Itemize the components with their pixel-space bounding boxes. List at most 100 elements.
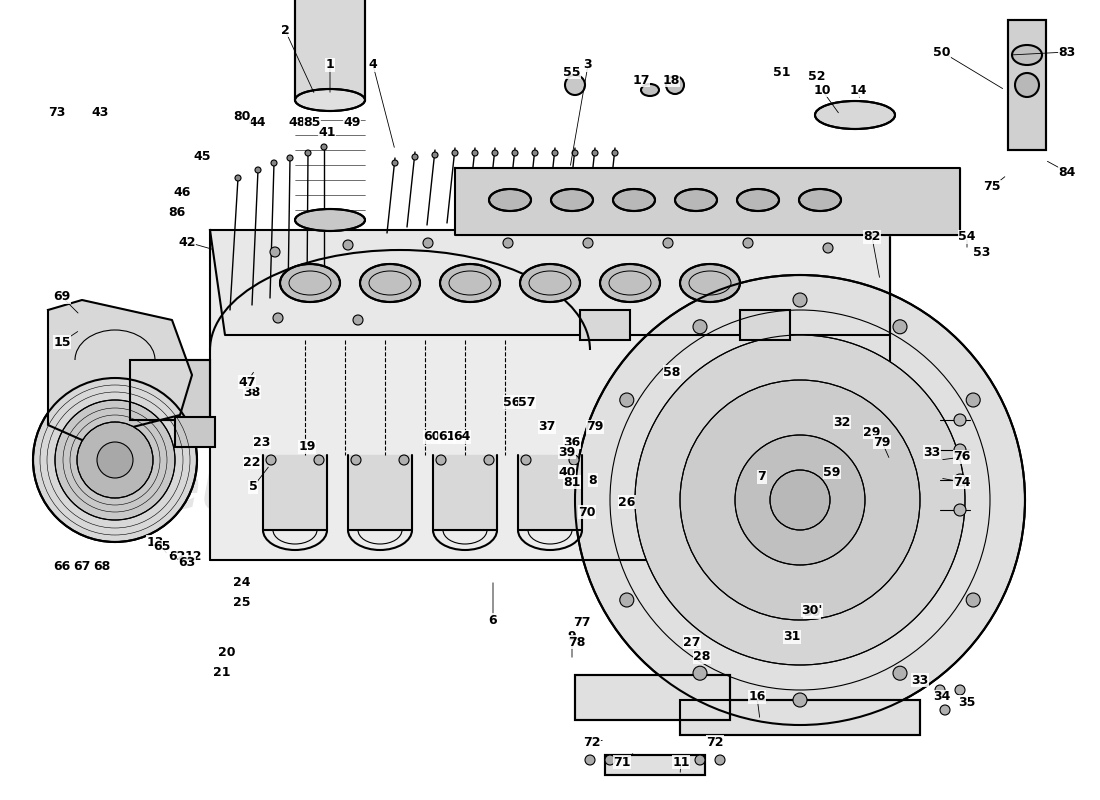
Ellipse shape (737, 189, 779, 211)
Text: eurospares: eurospares (152, 455, 608, 525)
Circle shape (592, 150, 598, 156)
Polygon shape (210, 230, 890, 560)
Bar (680, 700, 920, 735)
Ellipse shape (280, 264, 340, 302)
Circle shape (770, 470, 830, 530)
Text: 82: 82 (864, 230, 881, 243)
Circle shape (954, 444, 966, 456)
Circle shape (343, 240, 353, 250)
Ellipse shape (600, 264, 660, 302)
Circle shape (612, 150, 618, 156)
Text: 6: 6 (488, 614, 497, 626)
Circle shape (893, 666, 907, 680)
Circle shape (966, 593, 980, 607)
Text: 79: 79 (873, 435, 891, 449)
Text: 73: 73 (48, 106, 66, 118)
Text: 29: 29 (864, 426, 881, 438)
Text: 58: 58 (663, 366, 681, 378)
Text: 50: 50 (933, 46, 950, 58)
Text: 3: 3 (584, 58, 592, 71)
Text: 25: 25 (233, 595, 251, 609)
Text: 16: 16 (748, 690, 766, 703)
Text: 4: 4 (368, 58, 377, 71)
Circle shape (793, 293, 807, 307)
Text: 48: 48 (288, 115, 306, 129)
Bar (175, 417, 214, 447)
Circle shape (572, 150, 578, 156)
Polygon shape (348, 455, 412, 530)
Circle shape (619, 393, 634, 407)
Text: 69: 69 (54, 290, 70, 303)
Circle shape (715, 755, 725, 765)
Circle shape (954, 504, 966, 516)
Text: 37: 37 (538, 421, 556, 434)
Bar (575, 675, 730, 720)
Circle shape (552, 150, 558, 156)
Text: 36: 36 (563, 435, 581, 449)
Text: 14: 14 (849, 83, 867, 97)
Circle shape (693, 666, 707, 680)
Polygon shape (210, 230, 890, 335)
Text: 74: 74 (954, 475, 970, 489)
Text: 43: 43 (91, 106, 109, 118)
Text: 75: 75 (983, 181, 1001, 194)
Text: 7: 7 (758, 470, 767, 483)
Text: 8: 8 (588, 474, 597, 486)
Text: 46: 46 (174, 186, 190, 198)
Circle shape (235, 175, 241, 181)
Text: 86: 86 (168, 206, 186, 218)
Text: 60: 60 (424, 430, 441, 443)
Circle shape (503, 238, 513, 248)
Circle shape (266, 455, 276, 465)
Text: 55: 55 (563, 66, 581, 78)
Circle shape (569, 455, 579, 465)
Circle shape (1015, 73, 1040, 97)
Text: 27: 27 (683, 635, 701, 649)
Text: 45: 45 (194, 150, 211, 163)
Text: 65: 65 (153, 541, 170, 554)
Circle shape (935, 685, 945, 695)
Circle shape (521, 455, 531, 465)
Text: 19: 19 (298, 441, 316, 454)
Text: 84: 84 (1058, 166, 1076, 178)
Ellipse shape (815, 101, 895, 129)
Circle shape (532, 150, 538, 156)
Circle shape (742, 238, 754, 248)
Bar (575, 675, 730, 720)
Text: 56: 56 (504, 395, 520, 409)
Circle shape (452, 150, 458, 156)
Ellipse shape (675, 189, 717, 211)
Text: 34: 34 (933, 690, 950, 703)
Circle shape (472, 150, 478, 156)
Circle shape (351, 455, 361, 465)
Circle shape (663, 238, 673, 248)
Text: 72: 72 (583, 735, 601, 749)
Text: 38: 38 (243, 386, 261, 398)
Polygon shape (518, 455, 582, 530)
Text: 32: 32 (834, 415, 850, 429)
Text: 10: 10 (813, 83, 830, 97)
Ellipse shape (1012, 45, 1042, 65)
Circle shape (575, 275, 1025, 725)
Text: 61: 61 (438, 430, 455, 443)
Text: 63: 63 (178, 555, 196, 569)
Bar (295, 0, 365, 100)
Text: 9: 9 (568, 630, 576, 643)
Circle shape (287, 155, 293, 161)
Circle shape (954, 474, 966, 486)
Text: 40: 40 (558, 466, 575, 478)
Ellipse shape (295, 89, 365, 111)
Circle shape (954, 414, 966, 426)
Circle shape (680, 380, 920, 620)
Bar (130, 360, 210, 420)
Text: 52: 52 (808, 70, 826, 83)
Circle shape (305, 150, 311, 156)
Bar (605, 755, 705, 775)
Circle shape (436, 455, 446, 465)
Polygon shape (263, 455, 327, 530)
Ellipse shape (551, 189, 593, 211)
Circle shape (583, 238, 593, 248)
Ellipse shape (440, 264, 500, 302)
Text: 51: 51 (773, 66, 791, 78)
Text: 5: 5 (249, 481, 257, 494)
